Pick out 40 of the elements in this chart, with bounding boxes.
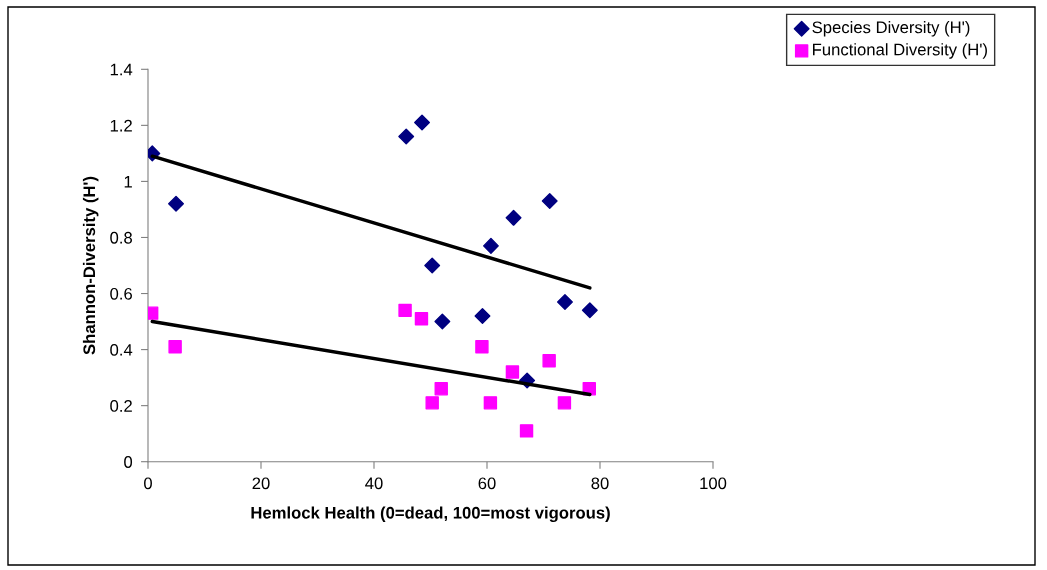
point (483, 396, 498, 410)
y-tick-label: 0 (124, 456, 133, 468)
point (398, 128, 415, 145)
point (519, 424, 534, 438)
point (581, 302, 598, 319)
point (557, 396, 572, 410)
point (168, 195, 185, 212)
y-tick-label: 0.2 (110, 400, 132, 412)
point (505, 365, 520, 379)
y-tick-label: 1.4 (110, 63, 133, 76)
x-tick-label: 0 (144, 477, 152, 490)
x-tick-label: 40 (365, 477, 383, 490)
y-tick-label: 0.6 (110, 287, 132, 300)
x-tick-label: 100 (700, 477, 727, 490)
point (474, 307, 491, 324)
point (482, 237, 499, 254)
point (414, 312, 429, 326)
x-tick-label: 20 (252, 477, 270, 490)
point (168, 340, 182, 354)
legend-label: Species Diversity (H') (812, 21, 970, 37)
x-tick-label: 60 (478, 477, 496, 490)
x-tick-label: 80 (591, 477, 609, 490)
y-axis-title: Shannon-Diversity (H') (82, 176, 99, 355)
point (424, 257, 441, 274)
y-tick-label: 0.4 (110, 343, 133, 356)
point (556, 293, 573, 310)
y-tick-label: 1.2 (110, 119, 132, 132)
point (414, 114, 431, 131)
y-tick-label: 1 (124, 175, 132, 188)
point (434, 313, 451, 330)
point (425, 396, 439, 410)
x-axis-title: Hemlock Health (0=dead, 100=most vigorous) (251, 506, 610, 523)
point (505, 209, 522, 226)
legend-label: Functional Diversity (H') (813, 43, 987, 59)
y-tick-label: 0.8 (110, 231, 132, 244)
point (541, 193, 558, 210)
point (398, 303, 412, 318)
point (542, 354, 556, 368)
point (475, 340, 489, 354)
point (434, 382, 448, 396)
